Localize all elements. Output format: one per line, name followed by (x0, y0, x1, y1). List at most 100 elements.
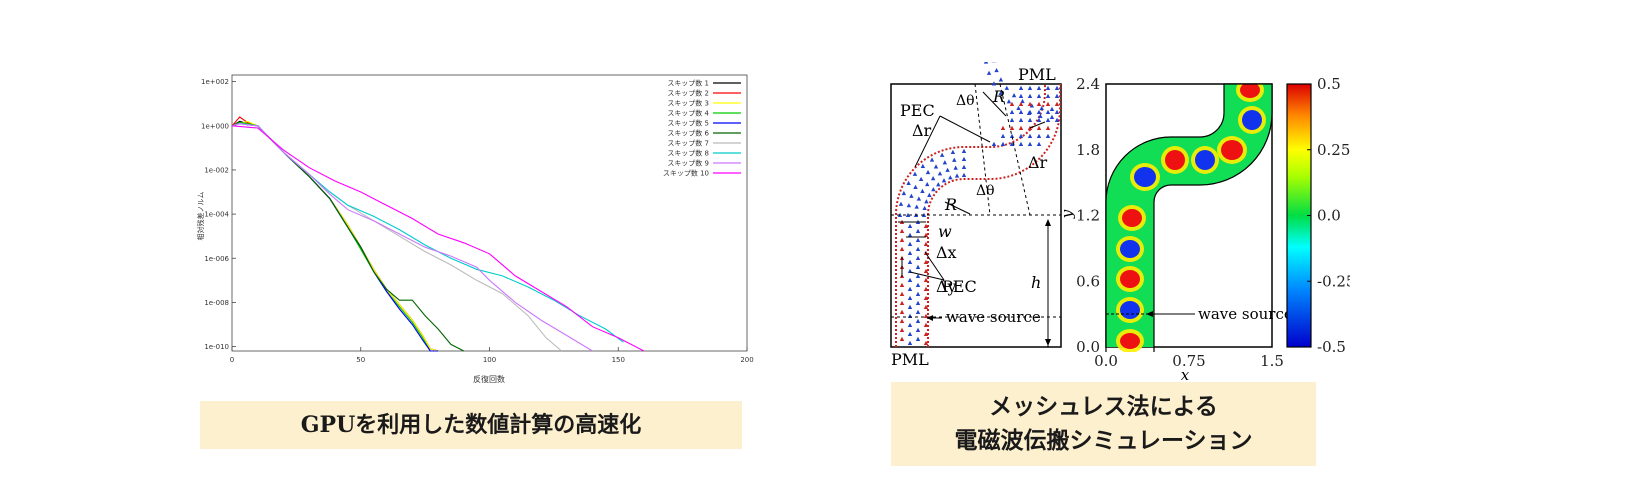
mesh-node (916, 196, 922, 201)
mesh-node (923, 232, 929, 237)
mesh-node (1054, 85, 1060, 90)
mesh-node (1009, 117, 1015, 122)
wave-source-label-heatmap: wave source (1198, 305, 1293, 323)
legend-label: スキップ数 5 (667, 119, 709, 128)
mesh-node (1054, 117, 1060, 122)
field-blob (1120, 301, 1140, 319)
mesh-node (1018, 109, 1024, 114)
colorbar-tick-label: -0.5 (1317, 338, 1346, 356)
colorbar-tick-label: 0.25 (1317, 141, 1350, 159)
mesh-node (907, 241, 913, 246)
mesh-node (998, 90, 1003, 96)
y-axis-label: 相対残差ノルム (196, 192, 205, 241)
mesh-node (936, 182, 941, 187)
mesh-node (1045, 125, 1051, 130)
mesh-node (1027, 101, 1033, 106)
mesh-node (913, 184, 918, 189)
mesh-node (923, 295, 929, 300)
mesh-node (906, 203, 912, 208)
field-blob (1134, 167, 1156, 187)
heatmap-y-tick-label: 1.8 (1076, 141, 1100, 159)
mesh-node (915, 309, 921, 314)
mesh-node (1027, 85, 1033, 90)
mesh-node (1027, 117, 1033, 122)
heatmap-x-tick-label: 0.0 (1094, 352, 1118, 370)
mesh-node (1054, 93, 1060, 98)
mesh-node (1036, 101, 1042, 106)
mesh-node (1018, 117, 1024, 122)
heatmap-y-tick-label: 0.0 (1076, 338, 1100, 356)
mesh-node (1036, 85, 1042, 90)
mesh-node (1036, 109, 1042, 114)
mesh-node (1018, 125, 1024, 130)
mesh-node (930, 176, 936, 181)
mesh-node (1049, 106, 1055, 111)
mesh-node (905, 212, 911, 217)
mesh-node (1018, 141, 1024, 146)
pml-label-bottom: PML (891, 350, 929, 369)
mesh-node (909, 193, 914, 198)
mesh-node (907, 340, 913, 345)
colorbar-tick-label: 0.0 (1317, 207, 1341, 225)
series-line (231, 120, 439, 352)
y-tick-label: 1e-002 (204, 166, 229, 174)
mesh-node (1036, 125, 1042, 130)
mesh-node (1054, 109, 1060, 114)
mesh-node (923, 268, 929, 273)
field-blob (1120, 240, 1140, 258)
mesh-node (1020, 98, 1025, 104)
series-line (231, 123, 562, 352)
radius-label-2: R (944, 195, 957, 214)
legend-label: スキップ数 8 (667, 149, 709, 158)
convergence-chart: 0 50 100 150 200 1e+002 1e+000 1e-002 1e-004 1e-0… (196, 74, 754, 384)
pec-label-upper: PEC (900, 101, 935, 120)
y-tick-label: 1e-006 (204, 255, 229, 263)
mesh-node (924, 199, 929, 204)
mesh-node (1027, 93, 1033, 98)
x-tick-label: 100 (483, 356, 496, 364)
caption-gpu: GPUを利用した数値計算の高速化 (200, 401, 742, 449)
mesh-node (899, 291, 905, 296)
mesh-node (915, 336, 921, 341)
y-tick-label: 1e-004 (204, 211, 229, 219)
width-label: w (938, 222, 952, 241)
mesh-node (907, 331, 913, 336)
delta-theta-label-1: Δθ (956, 93, 975, 109)
mesh-node (1018, 93, 1024, 98)
delta-theta-label-2: Δθ (976, 183, 995, 199)
field-blob (1195, 150, 1215, 170)
mesh-node (961, 148, 967, 153)
mesh-node (1049, 114, 1055, 119)
mesh-node (923, 331, 929, 336)
field-blob (1165, 150, 1185, 170)
mesh-node (907, 286, 913, 291)
legend-label: スキップ数 1 (667, 79, 709, 88)
series-line (231, 123, 465, 352)
mesh-node (1045, 109, 1051, 114)
mesh-node (923, 304, 929, 309)
mesh-node (1006, 99, 1012, 104)
mesh-node (983, 62, 989, 64)
mesh-node (1016, 105, 1021, 111)
mesh-node (1009, 141, 1015, 146)
mesh-node (991, 141, 997, 146)
mesh-node (1000, 125, 1006, 130)
legend-label: スキップ数 4 (667, 109, 709, 118)
heatmap-x-label: x (1181, 366, 1190, 380)
height-label: h (1031, 273, 1041, 292)
mesh-node (961, 172, 967, 177)
mesh-node (914, 204, 919, 209)
x-tick-label: 150 (612, 356, 625, 364)
mesh-node (912, 171, 918, 176)
mesh-node (994, 67, 999, 73)
field-blob (1240, 84, 1260, 98)
mesh-node (991, 81, 997, 86)
x-tick-label: 0 (230, 356, 234, 364)
series-line (231, 123, 593, 352)
mesh-node (923, 286, 929, 291)
mesh-node (901, 190, 907, 196)
mesh-node (907, 232, 913, 237)
mesh-points (897, 62, 1060, 345)
field-heatmap: wave source 0.0 0.75 1.50.00.61.21.82.4 x … (1058, 75, 1293, 380)
mesh-node (1000, 141, 1006, 146)
